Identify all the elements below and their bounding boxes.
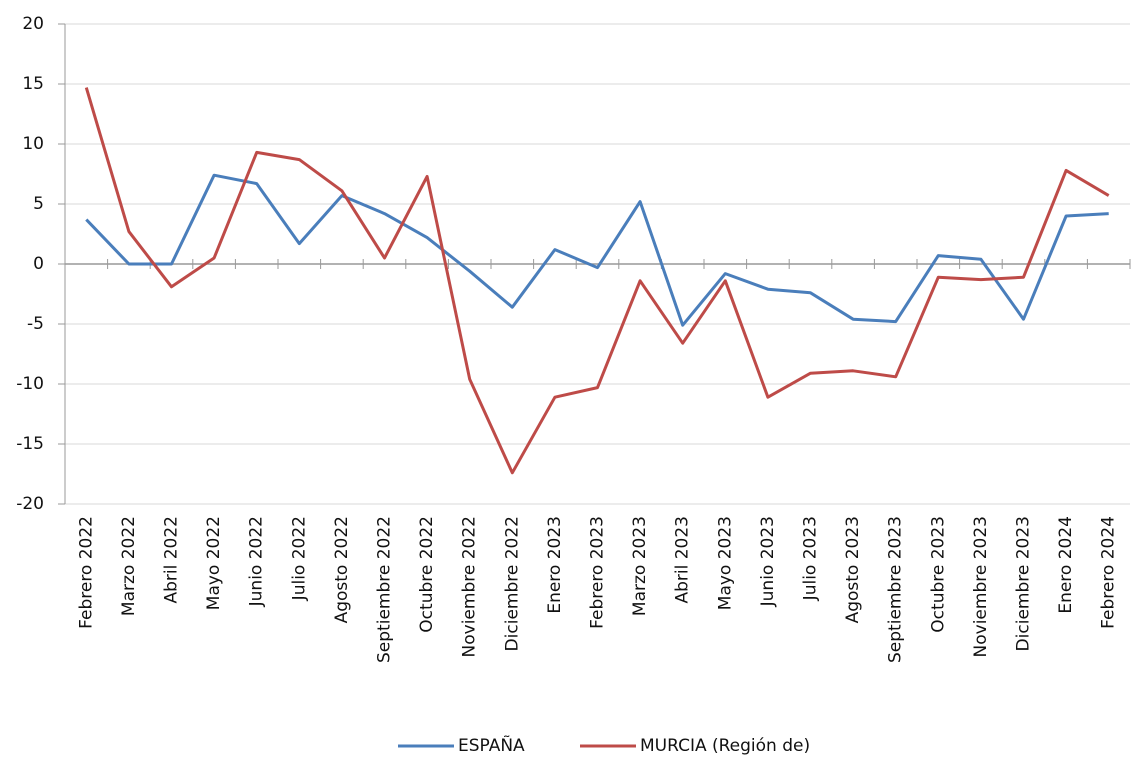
x-tick-label: Abril 2022 (162, 516, 182, 604)
x-tick-label: Noviembre 2022 (460, 516, 480, 657)
x-tick-label: Julio 2023 (801, 516, 821, 601)
x-tick-label: Septiembre 2022 (375, 516, 395, 663)
x-tick-label: Diciembre 2022 (502, 516, 522, 651)
x-tick-label: Septiembre 2023 (886, 516, 906, 663)
x-tick-label: Agosto 2023 (843, 516, 863, 623)
y-tick-label: -5 (27, 314, 44, 334)
x-tick-label: Octubre 2023 (928, 516, 948, 633)
x-tick-label: Julio 2022 (289, 516, 309, 601)
y-tick-label: 10 (22, 134, 44, 154)
x-tick-label: Junio 2023 (758, 516, 778, 607)
x-tick-label: Mayo 2022 (204, 516, 224, 610)
x-tick-label: Febrero 2023 (588, 516, 608, 629)
y-tick-label: -20 (16, 494, 44, 514)
x-tick-label: Febrero 2024 (1099, 516, 1119, 629)
y-tick-label: 0 (33, 254, 44, 274)
x-tick-label: Enero 2023 (545, 516, 565, 614)
x-tick-label: Junio 2022 (247, 516, 267, 607)
y-tick-label: -15 (16, 434, 44, 454)
x-tick-label: Octubre 2022 (417, 516, 437, 633)
series-line (85, 173, 1109, 327)
x-tick-label: Marzo 2023 (630, 516, 650, 616)
x-tick-label: Mayo 2023 (715, 516, 735, 610)
legend-label: ESPAÑA (458, 734, 525, 756)
x-tick-label: Febrero 2022 (76, 516, 96, 629)
legend-label: MURCIA (Región de) (640, 736, 810, 756)
x-tick-label: Noviembre 2023 (971, 516, 991, 657)
x-tick-label: Agosto 2022 (332, 516, 352, 623)
y-tick-label: -10 (16, 374, 44, 394)
y-tick-label: 15 (22, 74, 44, 94)
series-line (84, 87, 1110, 475)
x-tick-label: Marzo 2022 (119, 516, 139, 616)
x-tick-label: Diciembre 2023 (1014, 516, 1034, 651)
y-tick-label: 20 (22, 14, 44, 34)
x-tick-label: Enero 2024 (1056, 516, 1076, 614)
x-tick-label: Abril 2023 (673, 516, 693, 604)
y-tick-label: 5 (33, 194, 44, 214)
